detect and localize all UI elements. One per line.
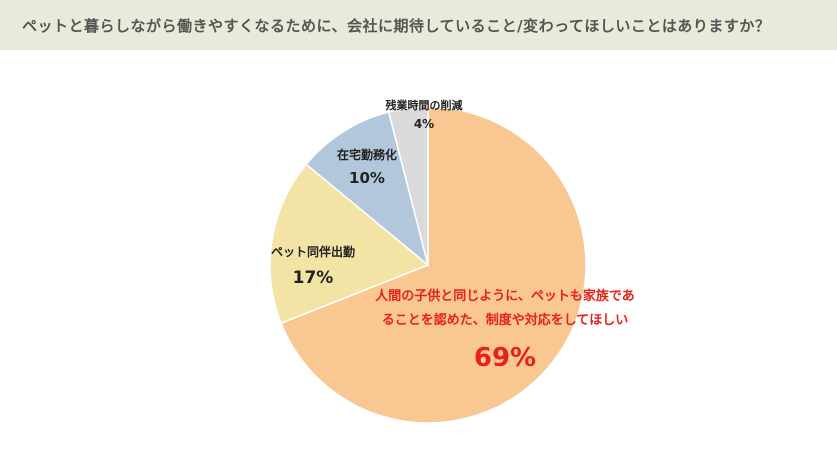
chart-header: ペットと暮らしながら働きやすくなるために、会社に期待していること/変わってほしい… — [0, 0, 837, 50]
pie-slice-family-policy — [280, 106, 587, 424]
slice-percent: 4% — [413, 117, 435, 131]
slice-label-less-overtime: 残業時間の削減 4% — [374, 97, 474, 131]
slice-label-pet-commute: ペット同伴出勤 17% — [258, 243, 368, 288]
slice-percent: 69% — [473, 343, 537, 373]
pie-slice-less-overtime — [387, 106, 429, 266]
slice-percent: 10% — [349, 169, 385, 187]
slice-percent: 17% — [292, 268, 334, 288]
slice-name: 在宅勤務化 — [336, 148, 397, 162]
slice-name: ペット同伴出勤 — [270, 245, 355, 259]
slice-name: 残業時間の削減 — [385, 99, 463, 112]
slice-name-line-1: 人間の子供と同じように、ペットも家族であ — [375, 289, 635, 304]
pie-slice-remote-work — [305, 111, 430, 268]
slice-name-line-2: ることを認めた、制度や対応をしてほしい — [381, 313, 629, 328]
slice-label-family-policy: 人間の子供と同じように、ペットも家族であ ることを認めた、制度や対応をしてほしい… — [360, 285, 650, 373]
slice-label-remote-work: 在宅勤務化 10% — [322, 146, 412, 187]
pie-slice-pet-commute — [269, 163, 430, 325]
chart-title: ペットと暮らしながら働きやすくなるために、会社に期待していること/変わってほしい… — [22, 16, 771, 35]
